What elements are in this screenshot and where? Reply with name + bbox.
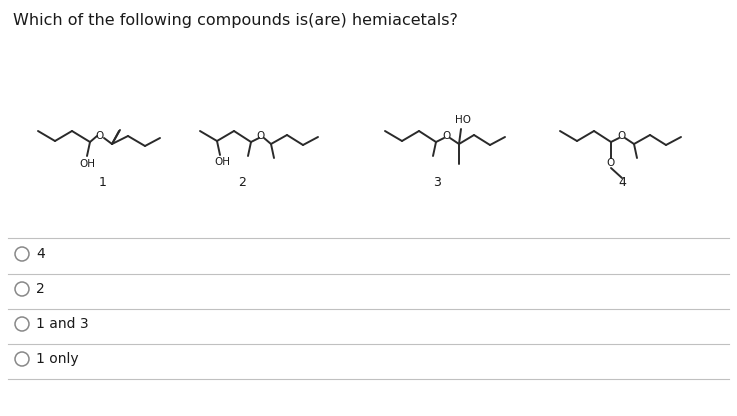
Text: 3: 3 xyxy=(433,176,441,188)
Text: 4: 4 xyxy=(618,176,626,188)
Text: HO: HO xyxy=(455,115,471,125)
Text: Which of the following compounds is(are) hemiacetals?: Which of the following compounds is(are)… xyxy=(13,13,458,28)
Text: 1: 1 xyxy=(99,176,107,188)
Text: OH: OH xyxy=(214,157,230,167)
Text: 2: 2 xyxy=(36,282,45,296)
Text: O: O xyxy=(96,131,104,141)
Text: O: O xyxy=(257,131,265,141)
Text: 4: 4 xyxy=(36,247,45,261)
Text: O: O xyxy=(618,131,626,141)
Text: O: O xyxy=(443,131,451,141)
Text: 1 and 3: 1 and 3 xyxy=(36,317,88,331)
Text: OH: OH xyxy=(79,159,95,169)
Text: 1 only: 1 only xyxy=(36,352,79,366)
Text: O: O xyxy=(607,158,615,168)
Text: 2: 2 xyxy=(238,176,246,188)
